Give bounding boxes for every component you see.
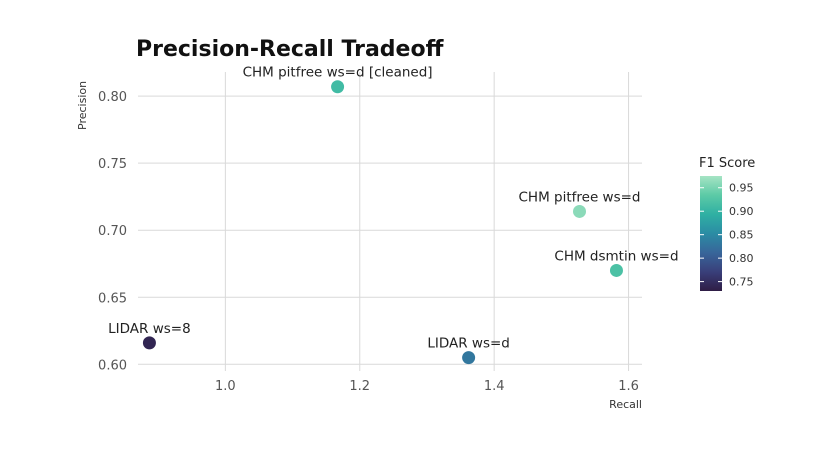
y-tick-label: 0.75: [98, 157, 127, 172]
grid: [138, 72, 642, 371]
x-axis-title: Recall: [609, 398, 642, 411]
x-tick-label: 1.4: [484, 379, 505, 394]
legend-tick-label: 0.75: [729, 276, 754, 289]
data-points: CHM pitfree ws=d [cleaned] CHM pitfree ws…: [108, 65, 679, 365]
data-point-label: LIDAR ws=d: [427, 336, 510, 352]
x-tick-label: 1.6: [618, 379, 639, 394]
data-point: [142, 336, 156, 350]
data-point: [573, 204, 587, 218]
x-tick-label: 1.2: [349, 379, 370, 394]
y-tick-label: 0.65: [98, 291, 127, 306]
legend-tick-label: 0.90: [729, 205, 754, 218]
x-tick-label: 1.0: [215, 379, 236, 394]
y-tick-label: 0.60: [98, 358, 127, 373]
chart-title: Precision-Recall Tradeoff: [136, 37, 445, 62]
y-tick-label: 0.80: [98, 90, 127, 105]
y-tick-label: 0.70: [98, 224, 127, 239]
data-point-label: LIDAR ws=8: [108, 321, 191, 337]
axis-ticks: 0.60 0.65 0.70 0.75 0.80 1.0 1.2 1.4 1.6: [98, 90, 639, 394]
data-point-label: CHM dsmtin ws=d: [554, 248, 678, 264]
data-point-label: CHM pitfree ws=d: [519, 189, 641, 205]
data-point-label: CHM pitfree ws=d [cleaned]: [243, 65, 433, 81]
legend-ticks: 0.75 0.80 0.85 0.90 0.95: [700, 182, 754, 289]
f1-legend: F1 Score 0.75 0.80 0.85 0.90 0.95: [699, 156, 755, 291]
legend-colorbar: [700, 176, 722, 291]
data-point: [462, 351, 476, 365]
legend-tick-label: 0.80: [729, 252, 754, 265]
legend-tick-label: 0.95: [729, 182, 754, 195]
data-point: [331, 80, 345, 94]
y-axis-title: Precision: [76, 81, 89, 130]
data-point: [609, 263, 623, 277]
legend-title: F1 Score: [699, 156, 755, 171]
legend-tick-label: 0.85: [729, 229, 754, 242]
